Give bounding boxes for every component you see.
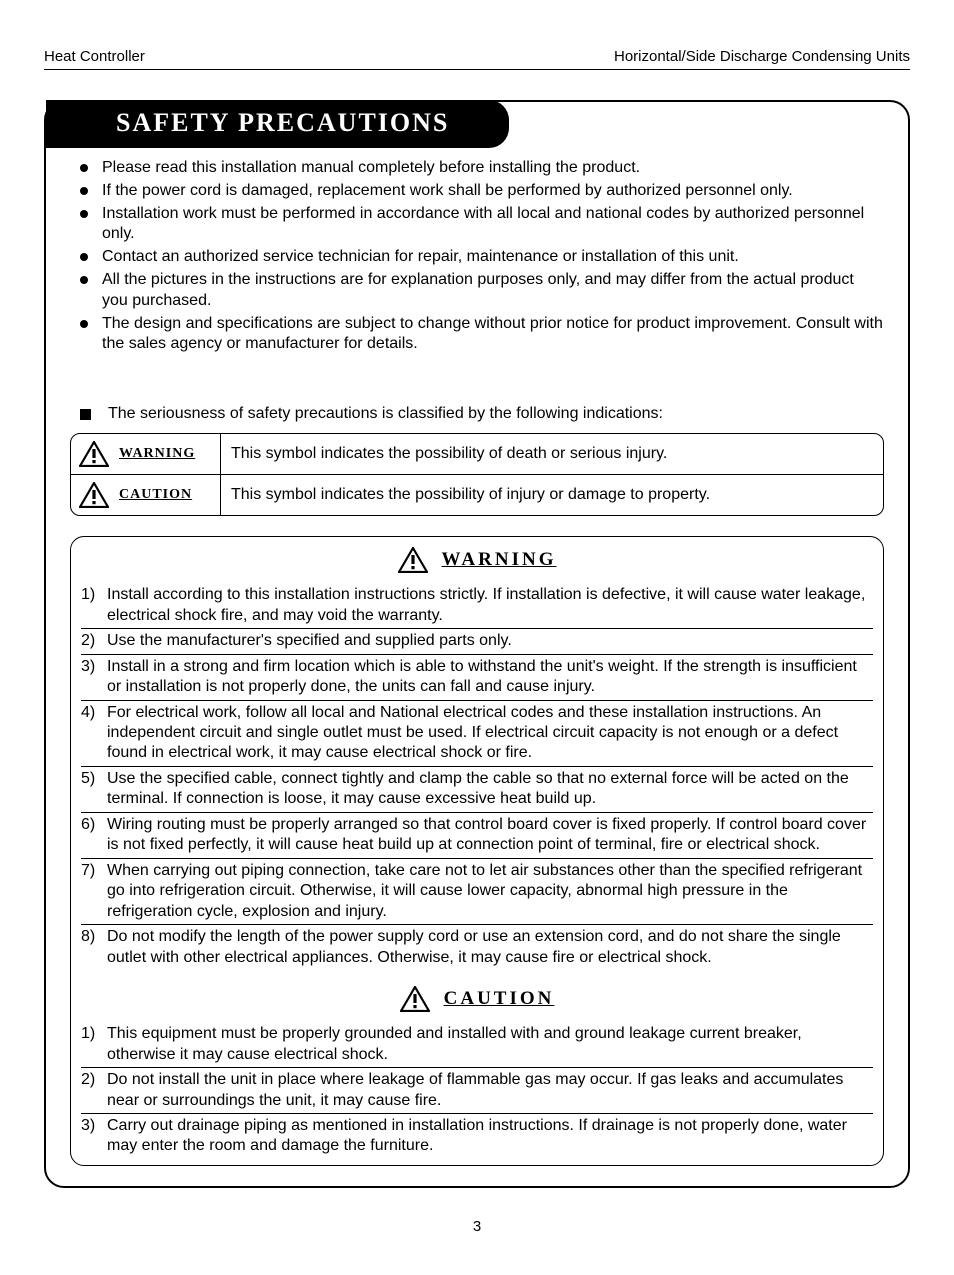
list-item: 5)Use the specified cable, connect tight… bbox=[81, 766, 873, 812]
item-number: 6) bbox=[81, 815, 107, 856]
symbol-row-left: WARNING bbox=[71, 434, 221, 474]
symbol-desc: This symbol indicates the possibility of… bbox=[221, 439, 883, 469]
list-item: 4)For electrical work, follow all local … bbox=[81, 700, 873, 766]
item-number: 2) bbox=[81, 1070, 107, 1111]
item-number: 2) bbox=[81, 631, 107, 651]
intro-bullets: Please read this installation manual com… bbox=[80, 158, 884, 355]
list-item: 1)This equipment must be properly ground… bbox=[81, 1022, 873, 1067]
item-number: 5) bbox=[81, 769, 107, 810]
bullet-item: Installation work must be performed in a… bbox=[80, 204, 884, 246]
list-item: 2)Use the manufacturer's specified and s… bbox=[81, 628, 873, 653]
symbol-desc: This symbol indicates the possibility of… bbox=[221, 480, 883, 510]
item-text: Carry out drainage piping as mentioned i… bbox=[107, 1116, 873, 1157]
item-number: 8) bbox=[81, 927, 107, 968]
bullet-item: The design and specifications are subjec… bbox=[80, 314, 884, 356]
warning-section: WARNING 1)Install according to this inst… bbox=[70, 536, 884, 1166]
symbol-label: WARNING bbox=[119, 446, 195, 462]
running-header: Heat Controller Horizontal/Side Discharg… bbox=[44, 48, 910, 70]
warning-list: 1)Install according to this installation… bbox=[71, 583, 883, 970]
item-number: 7) bbox=[81, 861, 107, 922]
list-item: 7)When carrying out piping connection, t… bbox=[81, 858, 873, 924]
warning-icon bbox=[398, 547, 428, 573]
caution-icon bbox=[79, 482, 109, 508]
warning-header-label: WARNING bbox=[442, 549, 557, 571]
symbol-row-warning: WARNING This symbol indicates the possib… bbox=[71, 434, 883, 474]
item-number: 3) bbox=[81, 1116, 107, 1157]
item-text: Use the manufacturer's specified and sup… bbox=[107, 631, 873, 651]
item-text: When carrying out piping connection, tak… bbox=[107, 861, 873, 922]
item-number: 3) bbox=[81, 657, 107, 698]
list-item: 2)Do not install the unit in place where… bbox=[81, 1067, 873, 1113]
bullet-item: If the power cord is damaged, replacemen… bbox=[80, 181, 884, 202]
caution-header: CAUTION bbox=[71, 976, 883, 1014]
bullet-item: Contact an authorized service technician… bbox=[80, 247, 884, 268]
item-number: 4) bbox=[81, 703, 107, 764]
item-number: 1) bbox=[81, 1024, 107, 1065]
item-text: Use the specified cable, connect tightly… bbox=[107, 769, 873, 810]
symbol-label: CAUTION bbox=[119, 487, 192, 503]
safety-precautions-box: SAFETY PRECAUTIONS Please read this inst… bbox=[44, 100, 910, 1188]
list-item: 3)Install in a strong and firm location … bbox=[81, 654, 873, 700]
page: Heat Controller Horizontal/Side Discharg… bbox=[0, 0, 954, 1275]
bullet-item: Please read this installation manual com… bbox=[80, 158, 884, 179]
item-text: For electrical work, follow all local an… bbox=[107, 703, 873, 764]
symbol-classification-table: WARNING This symbol indicates the possib… bbox=[70, 433, 884, 516]
item-text: This equipment must be properly grounded… bbox=[107, 1024, 873, 1065]
item-text: Install in a strong and firm location wh… bbox=[107, 657, 873, 698]
caution-list: 1)This equipment must be properly ground… bbox=[71, 1022, 883, 1159]
header-left: Heat Controller bbox=[44, 48, 145, 65]
item-number: 1) bbox=[81, 585, 107, 626]
bullet-item: All the pictures in the instructions are… bbox=[80, 270, 884, 312]
symbol-row-caution: CAUTION This symbol indicates the possib… bbox=[71, 474, 883, 515]
caution-icon bbox=[400, 986, 430, 1012]
caution-header-label: CAUTION bbox=[444, 988, 555, 1010]
warning-header: WARNING bbox=[71, 537, 883, 575]
warning-icon bbox=[79, 441, 109, 467]
list-item: 6)Wiring routing must be properly arrang… bbox=[81, 812, 873, 858]
header-right: Horizontal/Side Discharge Condensing Uni… bbox=[614, 48, 910, 65]
symbol-row-left: CAUTION bbox=[71, 475, 221, 515]
list-item: 1)Install according to this installation… bbox=[81, 583, 873, 628]
list-item: 8)Do not modify the length of the power … bbox=[81, 924, 873, 970]
title-tab: SAFETY PRECAUTIONS bbox=[46, 100, 509, 148]
item-text: Install according to this installation i… bbox=[107, 585, 873, 626]
item-text: Wiring routing must be properly arranged… bbox=[107, 815, 873, 856]
list-item: 3)Carry out drainage piping as mentioned… bbox=[81, 1113, 873, 1159]
classification-intro: The seriousness of safety precautions is… bbox=[80, 405, 884, 423]
item-text: Do not modify the length of the power su… bbox=[107, 927, 873, 968]
item-text: Do not install the unit in place where l… bbox=[107, 1070, 873, 1111]
page-number: 3 bbox=[44, 1218, 910, 1235]
